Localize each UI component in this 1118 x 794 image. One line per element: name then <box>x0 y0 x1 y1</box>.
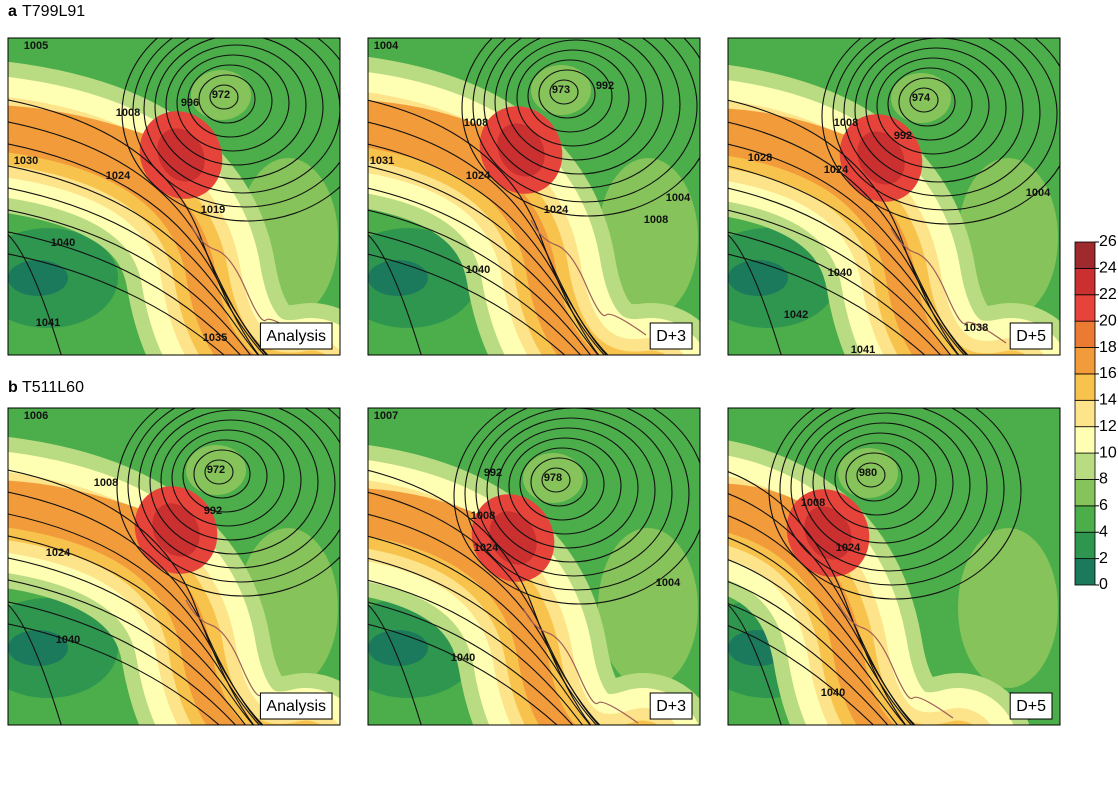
contour-label: 1007 <box>374 410 398 422</box>
colorbar-box <box>1075 400 1095 426</box>
contour-label: 1024 <box>544 204 569 216</box>
contour-label: 1040 <box>821 687 845 699</box>
contour-label: 1035 <box>203 332 227 344</box>
contour-label: 1030 <box>14 155 38 167</box>
contour-label: 1042 <box>784 309 808 321</box>
contour-label: 1024 <box>106 170 131 182</box>
colorbar-box <box>1075 559 1095 585</box>
row-title: T511L60 <box>22 379 84 396</box>
row-letter: b <box>8 379 18 396</box>
contour-label: 1008 <box>464 117 488 129</box>
colorbar-tick-label: 4 <box>1099 523 1108 540</box>
contour-label: 972 <box>212 89 230 101</box>
contour-label: 1006 <box>24 410 48 422</box>
colorbar-box <box>1075 506 1095 532</box>
contour-label: 978 <box>544 472 562 484</box>
colorbar-box <box>1075 453 1095 479</box>
colorbar-tick-label: 22 <box>1099 286 1117 303</box>
map-panel: 980 1008 1024 1040 <box>698 383 1082 794</box>
colorbar-box <box>1075 242 1095 268</box>
colorbar-tick-label: 18 <box>1099 339 1117 356</box>
colorbar-tick-label: 16 <box>1099 365 1117 382</box>
row-letter: a <box>8 3 17 20</box>
colorbar-tick-label: 8 <box>1099 471 1108 488</box>
panel-label: D+5 <box>1016 698 1046 715</box>
contour-label: 1008 <box>116 107 140 119</box>
contour-label: 1008 <box>94 477 118 489</box>
map-panel: 1004 973 992 1008 1031 1024 1024 1004 1008 1040 <box>338 0 775 444</box>
contour-label: 973 <box>552 84 570 96</box>
colorbar-box <box>1075 348 1095 374</box>
contour-label: 1028 <box>748 152 772 164</box>
contour-label: 1040 <box>51 237 75 249</box>
panel-label: Analysis <box>266 698 326 715</box>
contour-label: 1038 <box>964 322 988 334</box>
contour-label: 1005 <box>24 40 48 52</box>
contour-label: 1024 <box>824 164 849 176</box>
colorbar-tick-label: 20 <box>1099 312 1117 329</box>
contour-label: 1004 <box>656 577 681 589</box>
colorbar-tick-label: 14 <box>1099 392 1117 409</box>
colorbar-tick-label: 24 <box>1099 260 1117 277</box>
contour-label: 980 <box>859 467 877 479</box>
map-panel: 1006 972 1008 992 1024 1040 <box>0 380 430 794</box>
contour-label: 992 <box>596 80 614 92</box>
contour-label: 1024 <box>46 547 71 559</box>
contour-label: 1024 <box>466 170 491 182</box>
map-panel: 1007 992 978 1008 1024 1004 1040 <box>338 388 767 794</box>
colorbar-tick-label: 12 <box>1099 418 1117 435</box>
colorbar-box <box>1075 321 1095 347</box>
contour-label: 1024 <box>474 542 499 554</box>
green-patch <box>368 630 428 666</box>
contour-label: 1008 <box>801 497 825 509</box>
row-title: T799L91 <box>22 3 85 20</box>
green-patch <box>368 260 428 296</box>
contour-label: 1040 <box>451 652 475 664</box>
contour-label: 992 <box>894 130 912 142</box>
contour-label: 1008 <box>471 510 495 522</box>
colorbar-tick-label: 2 <box>1099 550 1108 567</box>
panel-label: D+3 <box>656 328 686 345</box>
colorbar-box <box>1075 479 1095 505</box>
contour-label: 992 <box>484 467 502 479</box>
colorbar-tick-label: 26 <box>1099 233 1117 250</box>
contour-label: 1041 <box>851 344 875 356</box>
panel-label: D+5 <box>1016 328 1046 345</box>
map-panel: 974 1008 992 1028 1024 1004 1040 1042 1041 1038 <box>698 8 1118 444</box>
colorbar-box <box>1075 374 1095 400</box>
contour-label: 1008 <box>644 214 668 226</box>
green-patch <box>8 260 68 296</box>
contour-label: 1019 <box>201 204 225 216</box>
figure: aT799L9110059721008996103010241019104010… <box>0 0 1118 794</box>
contour-label: 1008 <box>834 117 858 129</box>
contour-label: 972 <box>207 464 225 476</box>
colorbar-box <box>1075 532 1095 558</box>
colorbar-tick-label: 10 <box>1099 444 1117 461</box>
contour-label: 1004 <box>1026 187 1051 199</box>
contour-label: 996 <box>181 97 199 109</box>
contour-label: 1040 <box>828 267 852 279</box>
contour-label: 1041 <box>36 317 60 329</box>
contour-label: 1031 <box>370 155 394 167</box>
colorbar-tick-label: 6 <box>1099 497 1108 514</box>
colorbar-box <box>1075 295 1095 321</box>
colorbar-box <box>1075 268 1095 294</box>
contour-label: 1024 <box>836 542 861 554</box>
contour-label: 1040 <box>56 634 80 646</box>
panel-label: Analysis <box>266 328 326 345</box>
contour-label: 1004 <box>374 40 399 52</box>
green-patch <box>958 528 1058 688</box>
green-patch <box>728 260 788 296</box>
contour-label: 992 <box>204 505 222 517</box>
contour-label: 1004 <box>666 192 691 204</box>
colorbar-box <box>1075 427 1095 453</box>
panel-label: D+3 <box>656 698 686 715</box>
colorbar-tick-label: 0 <box>1099 576 1108 593</box>
contour-label: 974 <box>912 92 931 104</box>
contour-label: 1040 <box>466 264 490 276</box>
